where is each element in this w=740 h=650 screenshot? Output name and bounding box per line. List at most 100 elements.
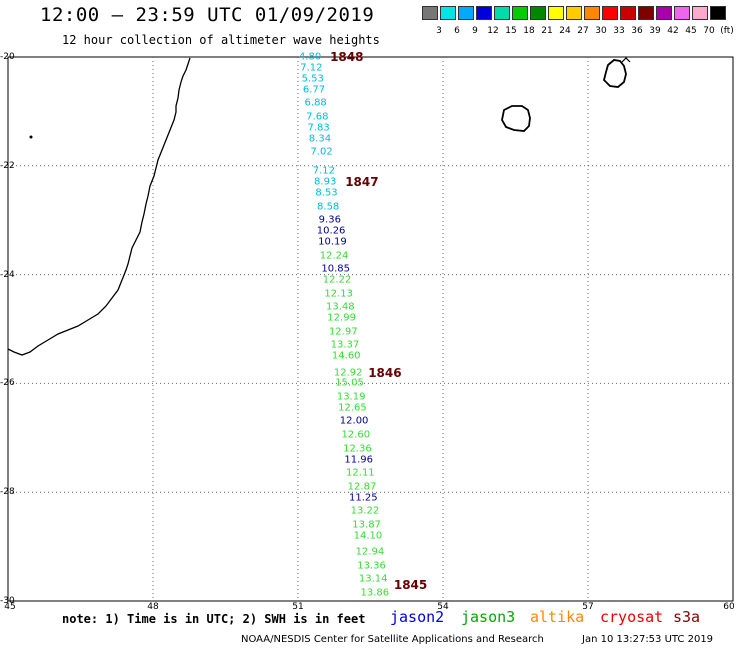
small-island <box>29 135 33 139</box>
wave-height-value: 12.00 <box>339 415 369 427</box>
wave-height-value: 13.19 <box>336 391 366 403</box>
scale-swatch <box>602 6 618 20</box>
scale-swatch <box>458 6 474 20</box>
scale-swatch <box>620 6 636 20</box>
wave-height-value: 11.96 <box>344 454 374 466</box>
scale-swatch <box>422 6 438 20</box>
y-tick-label: -24 <box>0 269 15 280</box>
wave-height-value: 13.87 <box>352 519 381 531</box>
scale-label: 27 <box>577 26 589 36</box>
x-tick-label: 45 <box>4 602 16 612</box>
wave-height-value: 12.94 <box>355 546 385 558</box>
scale-swatch <box>584 6 600 20</box>
scale-label: 12 <box>487 26 499 36</box>
pass-number-label: 1845 <box>393 577 428 592</box>
scale-swatch <box>638 6 654 20</box>
wave-height-value: 7.12 <box>312 165 336 177</box>
wave-height-value: 12.13 <box>324 288 353 300</box>
scale-label: 39 <box>649 26 661 36</box>
footer-credit: NOAA/NESDIS Center for Satellite Applica… <box>241 634 544 645</box>
scale-swatch <box>548 6 564 20</box>
wave-height-value: 4.80 <box>298 51 322 63</box>
wave-height-value: 9.36 <box>318 214 341 226</box>
madagascar-coastline <box>7 57 191 356</box>
scale-label: 15 <box>505 26 517 36</box>
footer-timestamp: Jan 10 13:27:53 UTC 2019 <box>582 634 714 645</box>
scale-label: 36 <box>631 26 643 36</box>
scale-label: (ft) <box>720 26 734 36</box>
scale-swatch <box>692 6 708 20</box>
scale-label: 33 <box>613 26 625 36</box>
wave-height-value: 12.22 <box>322 274 352 286</box>
wave-height-value: 15.05 <box>335 377 364 389</box>
x-tick-label: 60 <box>723 602 735 612</box>
satellite-legend-item: cryosat <box>600 608 664 626</box>
wave-height-value: 12.99 <box>327 312 356 324</box>
wave-height-value: 5.53 <box>301 73 324 85</box>
wave-height-value: 13.22 <box>350 505 380 517</box>
grid-lines <box>8 57 733 601</box>
wave-height-value: 12.97 <box>328 326 358 338</box>
scale-swatch <box>512 6 528 20</box>
wave-height-value: 6.88 <box>304 97 327 109</box>
y-tick-label: -20 <box>0 52 15 62</box>
wave-height-value: 8.58 <box>317 201 340 213</box>
scale-label: 70 <box>703 26 715 36</box>
satellite-legend-item: s3a <box>673 608 701 626</box>
wave-height-value: 12.92 <box>333 367 363 379</box>
scale-swatch <box>566 6 582 20</box>
wave-height-value: 13.37 <box>330 339 360 351</box>
reunion-island <box>501 105 531 132</box>
scale-label: 21 <box>541 26 553 36</box>
wave-height-value: 13.86 <box>360 587 390 599</box>
x-tick-label: 48 <box>147 602 159 612</box>
pass-number-label: 1846 <box>368 365 402 380</box>
wave-height-value: 12.11 <box>346 467 375 479</box>
page-subtitle: 12 hour collection of altimeter wave hei… <box>62 33 380 47</box>
scale-swatch <box>710 6 726 20</box>
wave-height-value: 14.10 <box>353 530 383 542</box>
y-tick-label: -30 <box>0 596 15 606</box>
wave-height-value: 7.12 <box>300 62 323 74</box>
wave-height-value: 8.93 <box>314 176 337 188</box>
wave-height-value: 12.24 <box>319 250 349 262</box>
scale-swatch <box>476 6 492 20</box>
scale-swatch <box>674 6 690 20</box>
wave-height-value: 10.19 <box>318 236 347 248</box>
wave-height-value: 7.02 <box>310 146 333 158</box>
scale-label: 6 <box>454 26 460 36</box>
scale-label: 18 <box>523 26 535 36</box>
wave-height-value: 10.26 <box>316 225 346 237</box>
pass-number-label: 1847 <box>345 175 379 190</box>
wave-height-value: 13.48 <box>325 301 355 313</box>
page-title: 12:00 – 23:59 UTC 01/09/2019 <box>40 4 375 26</box>
mauritius-island <box>603 59 627 88</box>
satellite-legend-item: jason3 <box>461 608 516 626</box>
scale-label: 30 <box>595 26 607 36</box>
wave-height-value: 12.87 <box>347 481 377 493</box>
map-frame <box>7 56 734 602</box>
wave-height-value: 13.36 <box>357 560 386 572</box>
satellite-legend-item: jason2 <box>390 608 445 626</box>
x-tick-label: 54 <box>437 602 449 612</box>
scale-label: 3 <box>436 26 442 36</box>
footer-note: note: 1) Time is in UTC; 2) SWH is in fe… <box>62 612 366 626</box>
wave-height-value: 7.83 <box>307 122 330 134</box>
scale-swatch <box>440 6 456 20</box>
scale-label: 42 <box>667 26 679 36</box>
scale-swatch <box>656 6 672 20</box>
wave-height-value: 8.34 <box>308 133 332 145</box>
wave-height-value: 10.85 <box>321 263 351 275</box>
x-tick-label: 57 <box>582 602 594 612</box>
y-tick-label: -28 <box>0 487 15 498</box>
wave-height-value: 12.65 <box>338 402 367 414</box>
wave-height-value: 8.53 <box>315 187 338 199</box>
wave-height-value: 12.36 <box>343 443 372 455</box>
y-tick-label: -22 <box>0 160 15 171</box>
scale-swatch <box>530 6 546 20</box>
y-tick-label: -26 <box>0 378 15 389</box>
satellite-legend-item: altika <box>530 608 585 626</box>
scale-swatch <box>494 6 510 20</box>
wave-height-value: 6.77 <box>302 84 326 96</box>
